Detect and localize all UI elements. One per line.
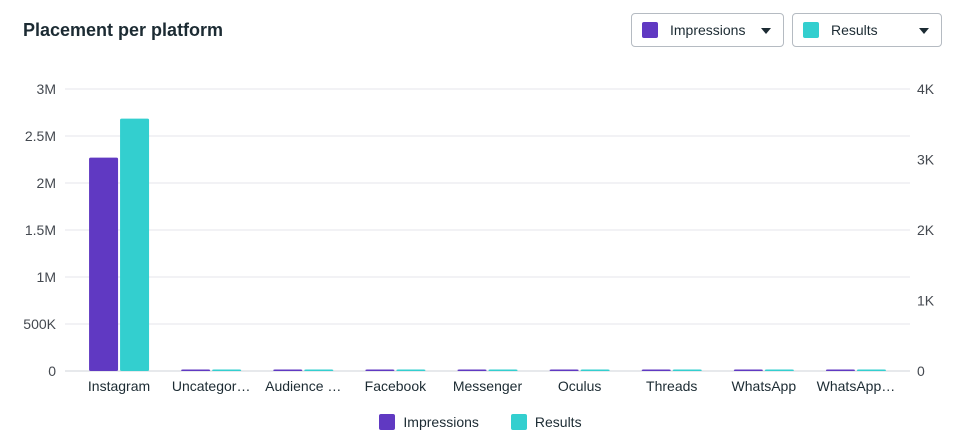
x-tick-label: Audience … [265, 378, 341, 394]
bar-impressions-4 [457, 369, 487, 371]
x-tick-label: Instagram [88, 378, 150, 394]
bar-impressions-7 [733, 369, 763, 371]
bar-results-1 [212, 369, 242, 371]
right-y-tick-label: 2K [917, 222, 935, 238]
bar-results-3 [396, 369, 426, 371]
bar-impressions-5 [549, 369, 579, 371]
left-y-tick-label: 3M [37, 81, 56, 97]
left-y-tick-label: 2.5M [25, 128, 56, 144]
x-tick-label: WhatsApp… [817, 378, 896, 394]
bars [89, 118, 886, 371]
x-axis: Instagram Uncategor… Audience … Facebook Mes… [88, 378, 895, 394]
bar-impressions-6 [641, 369, 671, 371]
bar-impressions-2 [273, 369, 303, 371]
right-y-tick-label: 1K [917, 293, 935, 309]
left-y-tick-label: 500K [23, 316, 56, 332]
bar-results-6 [672, 369, 702, 371]
left-y-tick-label: 0 [48, 363, 56, 379]
impressions-dropdown-label: Impressions [670, 22, 746, 38]
legend-item-impressions[interactable]: Impressions [379, 414, 479, 430]
legend-item-results[interactable]: Results [510, 414, 582, 430]
bar-impressions-1 [181, 369, 211, 371]
bar-results-8 [856, 369, 886, 371]
right-y-tick-label: 4K [917, 81, 935, 97]
impressions-color-swatch [642, 22, 658, 38]
left-y-axis: 0 500K 1M 1.5M 2M 2.5M 3M [23, 81, 56, 379]
chart-title: Placement per platform [23, 20, 224, 40]
results-metric-dropdown[interactable]: Results [792, 13, 942, 47]
impressions-metric-dropdown[interactable]: Impressions [631, 13, 784, 47]
legend-label-impressions: Impressions [403, 414, 479, 430]
right-y-axis: 0 1K 2K 3K 4K [917, 81, 935, 379]
chevron-down-icon [761, 28, 771, 34]
impressions-legend-swatch [379, 414, 396, 430]
x-tick-label: Oculus [558, 378, 602, 394]
legend-label-results: Results [534, 414, 582, 430]
bar-impressions-0 [89, 157, 119, 371]
chevron-down-icon [919, 28, 929, 34]
chart-legend: Impressions Results [0, 414, 961, 430]
left-y-tick-label: 2M [37, 175, 56, 191]
bar-results-0 [120, 118, 150, 371]
bar-results-7 [764, 369, 794, 371]
x-tick-label: Uncategor… [172, 378, 251, 394]
x-tick-label: Messenger [453, 378, 523, 394]
bar-results-4 [488, 369, 518, 371]
right-y-tick-label: 0 [917, 363, 925, 379]
results-dropdown-label: Results [831, 22, 878, 38]
results-color-swatch [803, 22, 819, 38]
bar-results-5 [580, 369, 610, 371]
bar-impressions-3 [365, 369, 395, 371]
left-y-tick-label: 1.5M [25, 222, 56, 238]
right-y-tick-label: 3K [917, 152, 935, 168]
bar-results-2 [304, 369, 334, 371]
x-tick-label: WhatsApp [732, 378, 797, 394]
gridlines [65, 88, 910, 372]
results-legend-swatch [510, 414, 527, 430]
x-tick-label: Threads [646, 378, 697, 394]
x-tick-label: Facebook [365, 378, 427, 394]
bar-impressions-8 [825, 369, 855, 371]
left-y-tick-label: 1M [37, 269, 56, 285]
